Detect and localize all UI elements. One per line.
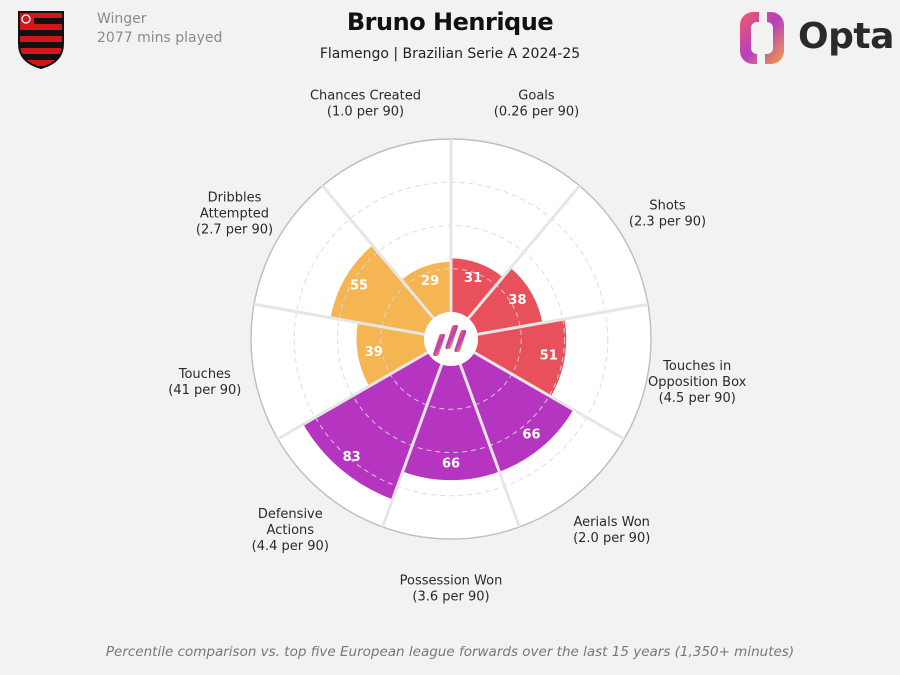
- bar-shots: [468, 267, 543, 335]
- grid-spoke: [277, 351, 429, 441]
- player-position: Winger: [97, 11, 147, 27]
- category-label: (41 per 90): [168, 383, 241, 398]
- bar-chances-created: [401, 261, 451, 319]
- value-label: 39: [365, 345, 383, 360]
- value-label: 66: [442, 457, 460, 472]
- player-meta: Winger 2077 mins played: [97, 10, 222, 48]
- category-label: (4.4 per 90): [252, 539, 329, 554]
- value-label: 31: [464, 271, 482, 286]
- category-label: Actions: [267, 523, 315, 538]
- category-label: Dribbles: [208, 191, 262, 206]
- grid-spoke: [473, 351, 625, 441]
- category-label: Touches in: [662, 359, 731, 374]
- bar-possession-won: [402, 364, 500, 481]
- title-block: Bruno Henrique Flamengo | Brazilian Seri…: [0, 8, 900, 62]
- category-label: (1.0 per 90): [327, 105, 404, 120]
- grid-spoke: [253, 302, 425, 336]
- value-label: 66: [522, 427, 540, 442]
- value-label: 51: [540, 349, 558, 364]
- category-label: Defensive: [258, 507, 323, 522]
- bar-defensive-actions: [303, 352, 442, 500]
- category-label: Goals: [518, 89, 555, 104]
- category-label: Shots: [649, 199, 686, 214]
- subtitle: Flamengo | Brazilian Serie A 2024-25: [319, 46, 581, 62]
- category-label: (3.6 per 90): [412, 590, 489, 605]
- grid-spoke: [458, 363, 521, 528]
- category-label: (2.7 per 90): [196, 223, 273, 238]
- category-label: (2.0 per 90): [573, 531, 650, 546]
- grid-spoke: [321, 184, 435, 320]
- grid-spoke: [381, 363, 444, 528]
- value-label: 38: [508, 293, 526, 308]
- bar-goals: [451, 258, 503, 319]
- center-logo-icon: [433, 325, 467, 356]
- category-label: (4.5 per 90): [659, 391, 736, 406]
- category-label: (2.3 per 90): [629, 215, 706, 230]
- category-label: Attempted: [200, 207, 269, 222]
- grid-spoke: [477, 302, 649, 336]
- bar-touches-in-opposition-box: [474, 318, 567, 397]
- grid-ring: [380, 268, 522, 410]
- category-label: Touches: [178, 367, 231, 382]
- category-label: Chances Created: [310, 89, 421, 104]
- minutes-played: 2077 mins played: [97, 30, 223, 46]
- category-label: Aerials Won: [574, 515, 650, 530]
- footnote: Percentile comparison vs. top five Europ…: [105, 644, 795, 660]
- value-label: 83: [343, 450, 361, 465]
- opta-logo-icon: [740, 8, 784, 68]
- category-label: Possession Won: [400, 574, 503, 589]
- bar-touches: [356, 322, 428, 387]
- value-label: 29: [421, 274, 439, 289]
- flamengo-crest-icon: [18, 11, 64, 70]
- value-label: 55: [350, 278, 368, 293]
- category-label: Opposition Box: [648, 375, 747, 390]
- bar-dribbles-attempted: [330, 245, 434, 335]
- grid-spoke: [467, 184, 581, 320]
- brand-name: Opta: [798, 16, 894, 57]
- player-name: Bruno Henrique: [346, 8, 554, 36]
- category-label: (0.26 per 90): [494, 105, 580, 120]
